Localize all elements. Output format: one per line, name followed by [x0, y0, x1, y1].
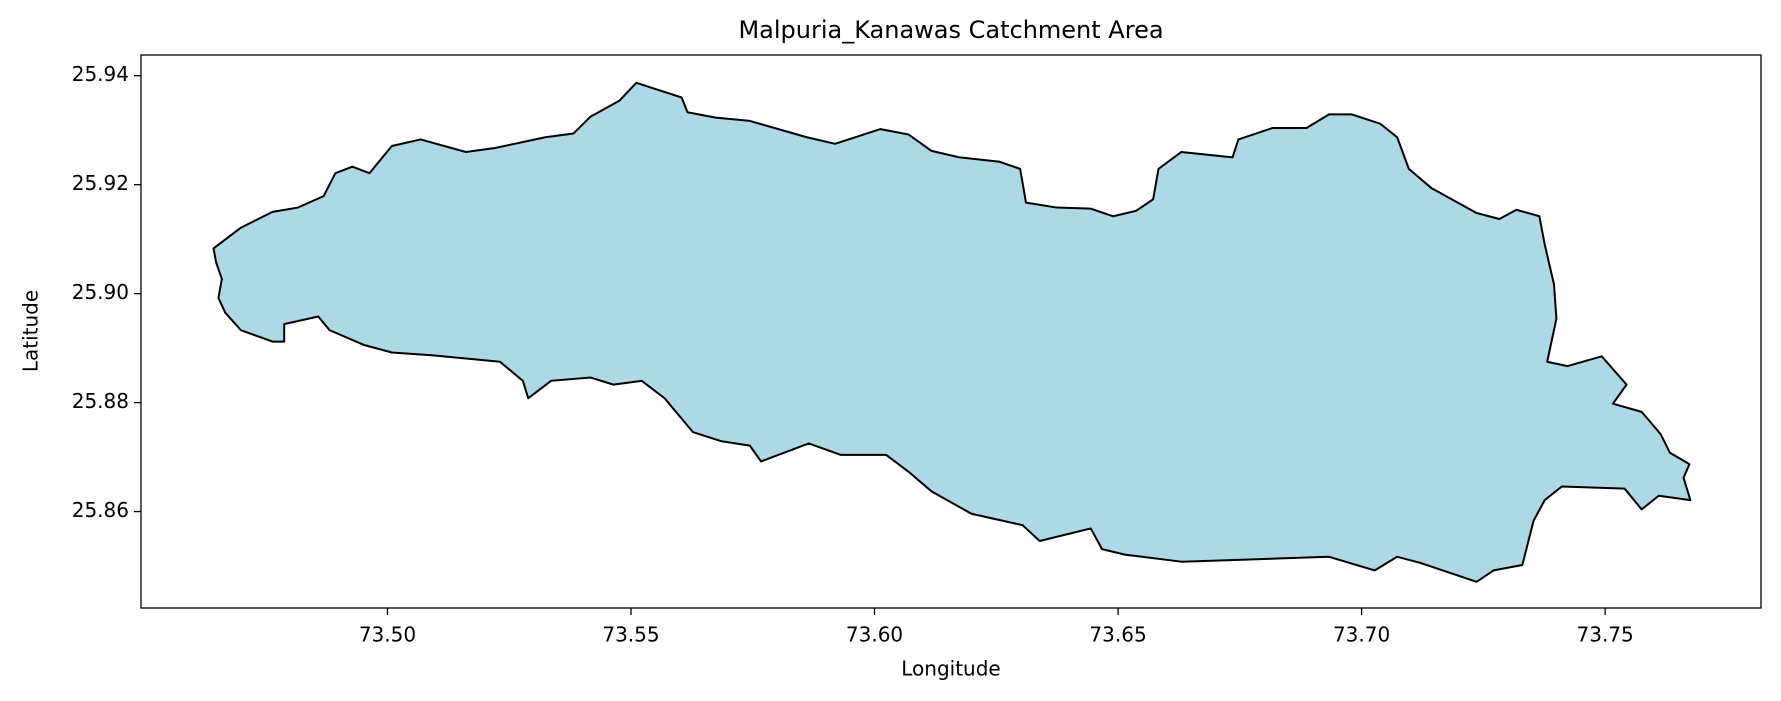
y-tick-label: 25.86 [72, 498, 129, 522]
chart-title: Malpuria_Kanawas Catchment Area [738, 16, 1163, 44]
catchment-polygon [212, 81, 1692, 583]
plot-frame [140, 54, 1762, 609]
y-tick-label: 25.94 [72, 62, 129, 86]
x-tick-label: 73.75 [1577, 623, 1634, 647]
x-axis-label: Longitude [901, 657, 1000, 681]
y-axis-label: Latitude [19, 290, 43, 372]
x-tick-label: 73.70 [1333, 623, 1390, 647]
y-tick-label: 25.92 [72, 171, 129, 195]
x-tick-label: 73.65 [1089, 623, 1146, 647]
x-tick-label: 73.60 [846, 623, 903, 647]
x-tick-label: 73.55 [602, 623, 659, 647]
y-tick-label: 25.88 [72, 389, 129, 413]
y-tick-label: 25.90 [72, 280, 129, 304]
x-tick-label: 73.50 [359, 623, 416, 647]
